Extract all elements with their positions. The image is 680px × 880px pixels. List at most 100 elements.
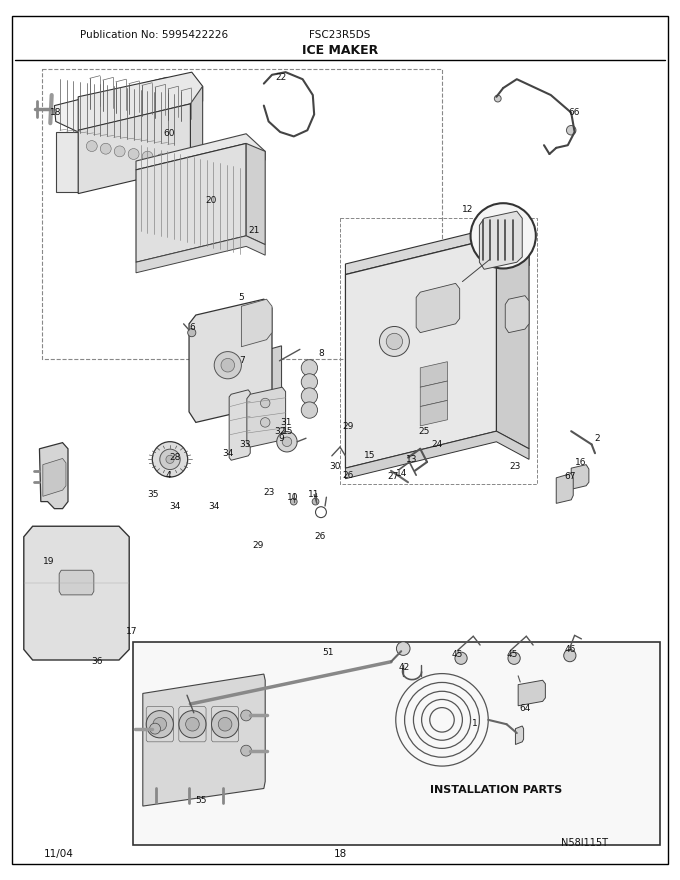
Circle shape (301, 360, 318, 376)
Text: 46: 46 (564, 645, 575, 654)
Polygon shape (416, 283, 460, 333)
Polygon shape (518, 680, 545, 706)
Circle shape (277, 431, 297, 452)
Text: 64: 64 (520, 704, 530, 713)
Text: 1: 1 (472, 719, 477, 728)
Polygon shape (56, 132, 78, 192)
Text: 13: 13 (406, 455, 417, 464)
Circle shape (166, 455, 174, 464)
Polygon shape (78, 72, 203, 130)
Text: 8: 8 (318, 349, 324, 358)
Text: 10: 10 (287, 493, 298, 502)
Polygon shape (420, 400, 447, 426)
Text: 4: 4 (166, 471, 171, 480)
Text: FSC23R5DS: FSC23R5DS (309, 30, 371, 40)
Polygon shape (345, 238, 496, 468)
Circle shape (142, 151, 153, 162)
Polygon shape (24, 526, 129, 660)
Circle shape (494, 95, 501, 102)
Text: 11/04: 11/04 (44, 848, 74, 859)
Polygon shape (345, 431, 529, 479)
Circle shape (301, 388, 318, 404)
Text: 7: 7 (239, 356, 245, 365)
Circle shape (455, 652, 467, 664)
Circle shape (379, 326, 409, 356)
Polygon shape (420, 381, 447, 407)
Bar (340, 218, 537, 484)
Polygon shape (101, 136, 116, 163)
Circle shape (186, 717, 199, 731)
Text: INSTALLATION PARTS: INSTALLATION PARTS (430, 785, 562, 796)
Circle shape (290, 498, 297, 505)
Polygon shape (136, 143, 246, 262)
Text: 17: 17 (126, 627, 137, 636)
Polygon shape (39, 443, 68, 509)
Text: 42: 42 (398, 663, 409, 671)
Circle shape (185, 697, 199, 711)
Text: 34: 34 (170, 502, 181, 510)
Polygon shape (136, 134, 265, 170)
Text: 22: 22 (275, 73, 286, 82)
Circle shape (508, 652, 520, 664)
Circle shape (301, 402, 318, 418)
Text: 16: 16 (575, 458, 586, 466)
Polygon shape (59, 570, 94, 595)
Text: 25: 25 (419, 427, 430, 436)
Text: N58I115T: N58I115T (561, 838, 609, 848)
Polygon shape (78, 104, 190, 194)
Text: 29: 29 (343, 422, 354, 431)
Text: 27: 27 (388, 473, 398, 481)
Circle shape (260, 399, 270, 407)
Circle shape (241, 745, 252, 756)
Text: 6: 6 (190, 323, 195, 332)
Text: 5: 5 (239, 293, 244, 302)
Circle shape (226, 362, 260, 395)
Circle shape (129, 149, 139, 159)
Circle shape (471, 203, 536, 268)
Polygon shape (229, 390, 250, 460)
Polygon shape (43, 458, 66, 496)
Text: Publication No: 5995422226: Publication No: 5995422226 (80, 30, 228, 40)
Polygon shape (143, 674, 265, 806)
Circle shape (396, 642, 410, 656)
Text: 18: 18 (333, 848, 347, 859)
Circle shape (86, 141, 97, 151)
Text: ICE MAKER: ICE MAKER (302, 44, 378, 56)
Text: 55: 55 (195, 796, 206, 805)
Polygon shape (571, 465, 589, 489)
Bar (42, 69, 442, 359)
Polygon shape (131, 136, 145, 163)
Polygon shape (243, 346, 282, 400)
Text: 34: 34 (209, 502, 220, 510)
Bar (133, 642, 660, 845)
Text: 36: 36 (92, 657, 103, 666)
Polygon shape (190, 86, 203, 167)
Circle shape (218, 717, 232, 731)
Polygon shape (505, 296, 529, 333)
Circle shape (245, 328, 258, 341)
Text: 66: 66 (569, 108, 580, 117)
Polygon shape (247, 387, 286, 447)
Circle shape (241, 710, 252, 721)
Polygon shape (496, 238, 529, 449)
Circle shape (188, 328, 196, 337)
Polygon shape (420, 362, 447, 387)
Polygon shape (479, 211, 522, 269)
Text: 2: 2 (594, 434, 600, 443)
Text: 45: 45 (452, 650, 462, 659)
Circle shape (153, 717, 167, 731)
Polygon shape (145, 136, 159, 163)
Text: 15: 15 (282, 427, 293, 436)
Polygon shape (556, 473, 573, 503)
Text: 26: 26 (343, 471, 354, 480)
Polygon shape (174, 136, 188, 163)
Circle shape (566, 126, 576, 135)
Text: 51: 51 (322, 649, 333, 657)
Text: 60: 60 (163, 129, 174, 138)
Text: 11: 11 (309, 490, 320, 499)
Text: 23: 23 (263, 488, 274, 497)
Polygon shape (246, 143, 265, 245)
Circle shape (312, 498, 319, 505)
Text: 28: 28 (170, 453, 181, 462)
Circle shape (150, 723, 160, 734)
